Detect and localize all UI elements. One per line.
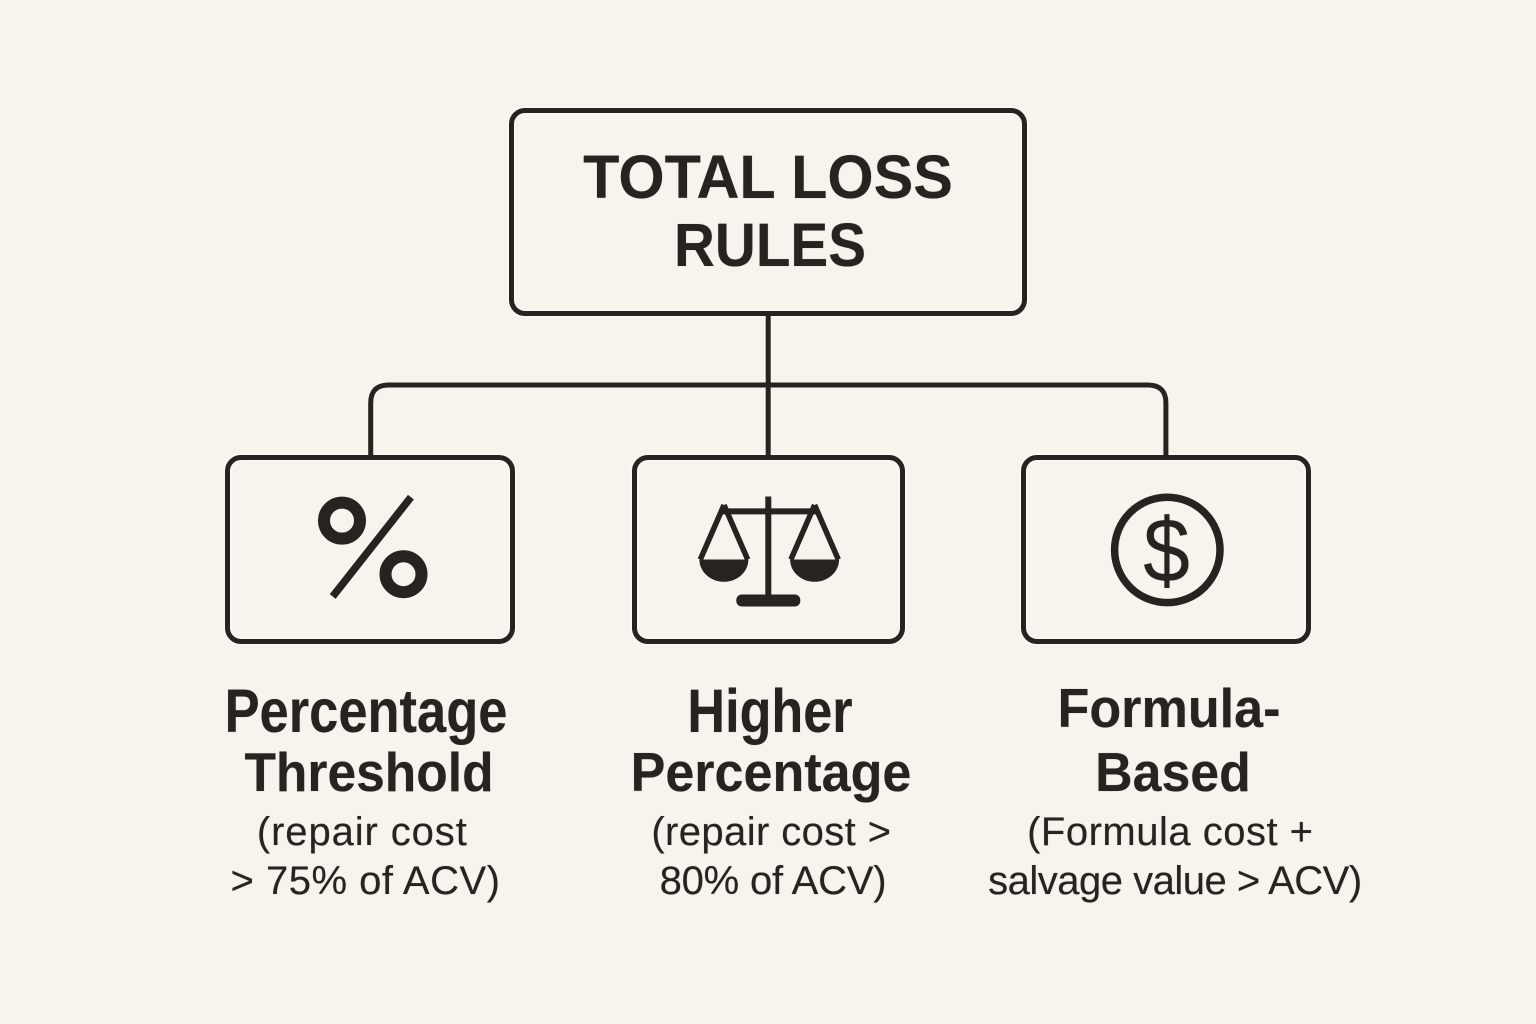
svg-text:$: $	[1143, 499, 1190, 601]
